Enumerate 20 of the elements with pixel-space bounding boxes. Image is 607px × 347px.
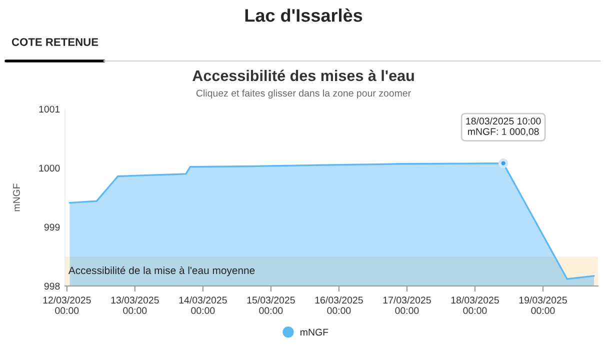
- y-tick-label: 999: [44, 224, 60, 231]
- x-tick-label: 15/03/2025 00:00: [247, 296, 295, 314]
- x-tick-label: 16/03/2025 00:00: [315, 296, 363, 314]
- legend-label: mNGF: [300, 328, 328, 336]
- x-tick-label: 19/03/2025 00:00: [519, 296, 567, 314]
- y-tick-label: 998: [44, 282, 60, 290]
- chart-title: Lac d'Issarlès: [245, 8, 362, 22]
- x-tick-label: 12/03/2025 00:00: [43, 296, 91, 314]
- y-tick-label: 1001: [39, 106, 60, 113]
- x-tick-label: 18/03/2025 00:00: [451, 296, 499, 314]
- chart-subtitle: Accessibilité des mises à l'eau: [192, 70, 414, 82]
- x-tick-label: 14/03/2025 00:00: [179, 296, 227, 314]
- annotation: 18/03/2025 10:00 mNGF: 1 000,08: [466, 117, 541, 136]
- x-tick-label: 17/03/2025 00:00: [383, 296, 431, 314]
- band-label: Accessibilité de la mise à l'eau moyenne: [68, 266, 255, 276]
- y-tick-label: 1000: [39, 164, 60, 172]
- y-axis-title: mNGF: [13, 184, 20, 212]
- text: Cliquez et faites glisser dans la zone pour zoomer: [196, 89, 411, 99]
- x-tick-label: 13/03/2025 00:00: [111, 296, 159, 314]
- text: COTE RETENUE: [12, 38, 98, 46]
